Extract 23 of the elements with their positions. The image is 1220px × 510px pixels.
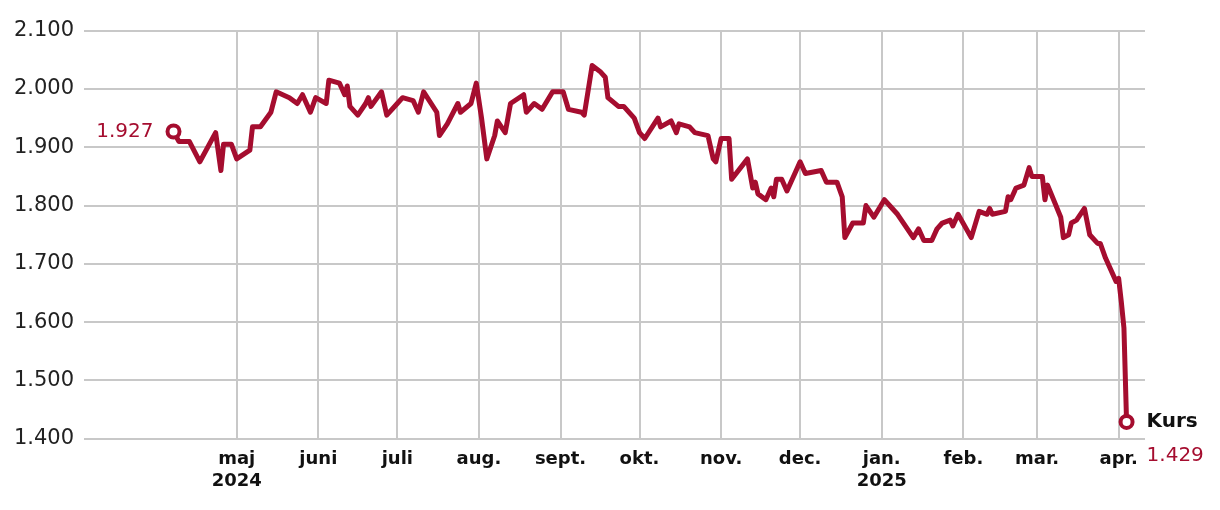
y-tick-label: 1.500 xyxy=(13,366,74,391)
y-tick-label: 1.900 xyxy=(13,133,74,158)
x-tick-label: jan. 2025 xyxy=(856,447,907,490)
x-tick-label: dec. xyxy=(778,447,822,469)
y-tick-label: 1.400 xyxy=(13,425,74,450)
y-tick-label: 1.600 xyxy=(13,308,74,333)
x-tick-label: juni xyxy=(298,447,338,469)
x-tick-label: okt. xyxy=(619,447,660,469)
y-tick-label: 2.100 xyxy=(13,17,74,42)
series-label: Kurs xyxy=(1146,408,1198,433)
data-label: 1.429 xyxy=(1146,442,1204,467)
x-tick-label: aug. xyxy=(456,447,502,469)
data-label: 1.927 xyxy=(96,117,154,142)
x-tick-label: mar. xyxy=(1015,447,1060,469)
y-tick-label: 1.800 xyxy=(13,192,74,216)
x-tick-label: nov. xyxy=(699,447,743,469)
x-tick-label: apr. xyxy=(1099,447,1138,469)
x-tick-label: sept. xyxy=(534,447,587,469)
x-tick-label: feb. xyxy=(943,447,984,469)
x-tick-label: juli xyxy=(380,447,413,469)
y-tick-label: 2.000 xyxy=(13,75,74,100)
x-tick-label: maj 2024 xyxy=(211,447,262,490)
y-tick-label: 1.700 xyxy=(13,250,74,275)
